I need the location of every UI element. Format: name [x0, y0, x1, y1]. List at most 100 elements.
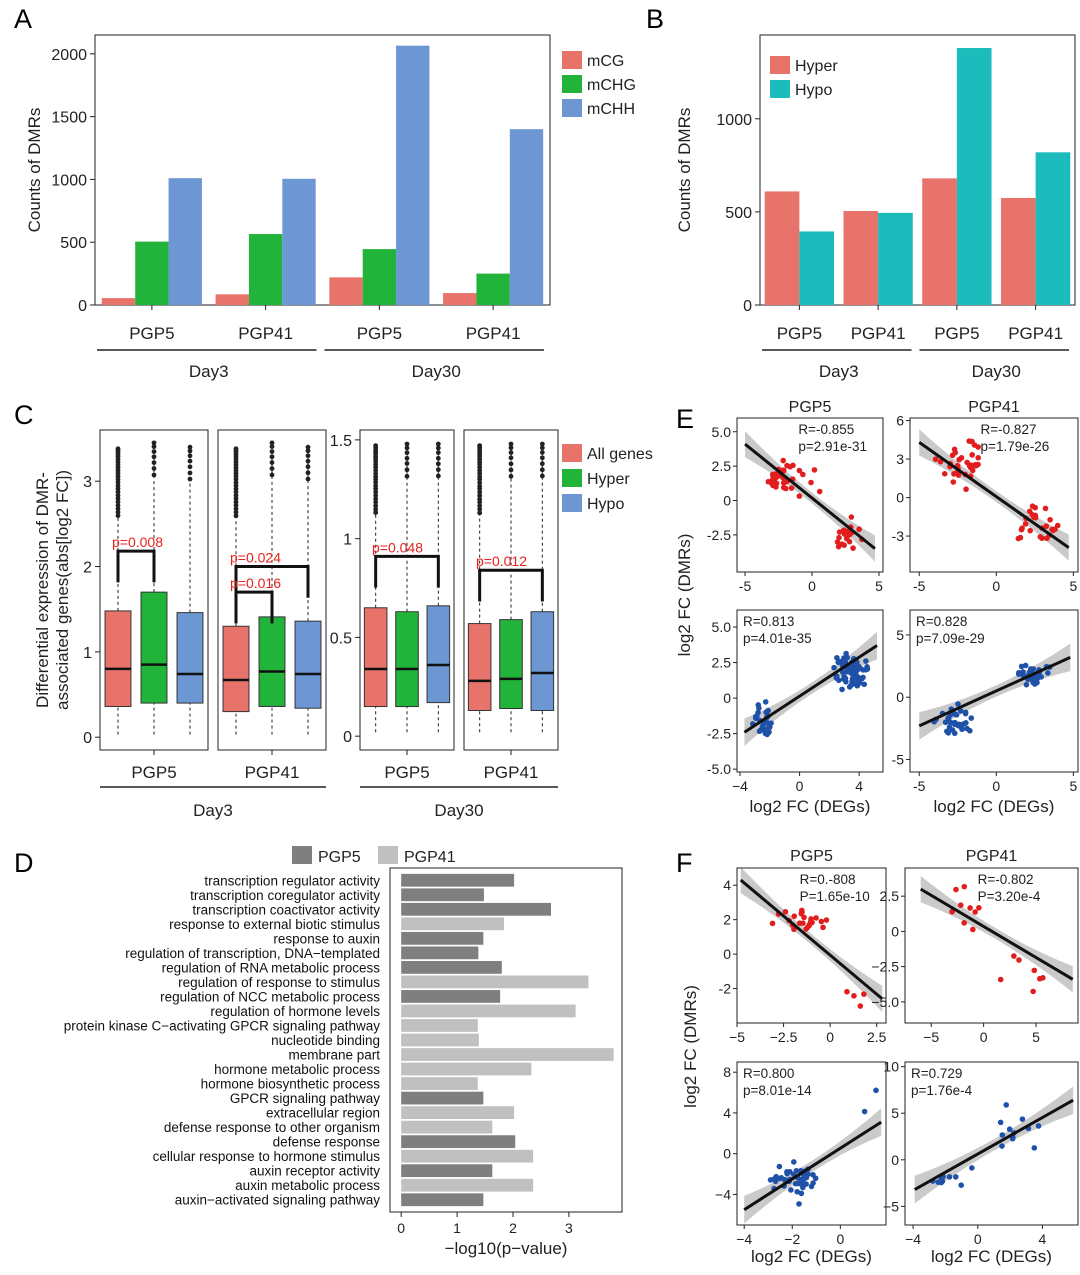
go-bar — [401, 961, 502, 974]
outlier-point — [151, 460, 157, 465]
facet-frame — [736, 417, 884, 573]
data-point — [1040, 975, 1046, 981]
column-title: PGP5 — [789, 399, 832, 416]
go-bar — [401, 975, 589, 989]
y-tick-label: 3 — [896, 451, 904, 467]
data-point — [844, 654, 851, 661]
data-point — [857, 680, 863, 686]
x-tick-label: 0 — [397, 1220, 405, 1236]
group-label: Day3 — [193, 801, 233, 820]
outlier-point — [508, 461, 514, 467]
box-All genes — [222, 625, 250, 713]
y-tick-label: 4 — [723, 1105, 731, 1121]
x-tick-label: PGP5 — [129, 324, 174, 343]
facet-frame — [736, 609, 884, 773]
y-tick-label: 4 — [723, 877, 731, 893]
outlier-point — [508, 467, 514, 473]
x-axis-title: log2 FC (DEGs) — [750, 797, 871, 816]
data-point — [808, 479, 814, 486]
data-point — [958, 1182, 964, 1189]
data-point — [768, 720, 774, 727]
go-bar — [401, 1135, 516, 1149]
y-tick-label: 5 — [896, 627, 904, 643]
data-point — [783, 485, 789, 492]
y-tick-label: -2.5 — [707, 527, 731, 543]
x-tick-label: 0 — [836, 1231, 844, 1247]
data-point — [784, 1170, 790, 1177]
go-bar — [401, 1193, 484, 1207]
outlier-point — [115, 502, 121, 508]
data-point — [1027, 527, 1033, 534]
x-tick-label: PGP41 — [851, 324, 906, 343]
correlation-p: p=4.01e-35 — [743, 631, 812, 646]
data-point — [967, 905, 973, 911]
data-point — [952, 719, 958, 726]
go-bar — [401, 902, 552, 916]
x-tick-label: PGP5 — [934, 324, 979, 343]
facet-frame — [736, 867, 887, 1024]
data-point — [947, 719, 954, 726]
data-point — [831, 664, 837, 671]
data-point — [952, 1174, 959, 1180]
y-tick-label: 0 — [723, 1146, 731, 1162]
data-point — [951, 730, 958, 737]
data-point — [873, 1087, 879, 1094]
y-tick-label: 0 — [896, 689, 904, 705]
go-term-label: protein kinase C−activating GPCR signali… — [64, 1018, 381, 1033]
data-point — [756, 705, 762, 711]
y-tick-label: 500 — [725, 205, 752, 222]
y-tick-label: -2 — [719, 981, 732, 997]
outlier-point — [373, 499, 379, 505]
go-bar — [401, 931, 484, 945]
y-tick-label: 0 — [723, 690, 731, 706]
data-point — [859, 675, 865, 682]
x-tick-label: PGP41 — [238, 324, 293, 343]
outlier-point — [151, 444, 157, 450]
data-point — [792, 1180, 799, 1187]
data-point — [849, 667, 855, 673]
data-point — [803, 926, 809, 932]
data-point — [836, 529, 843, 535]
go-term-label: auxin−activated signaling pathway — [175, 1193, 381, 1208]
outlier-point — [539, 461, 545, 467]
data-point — [841, 531, 848, 537]
data-point — [1030, 988, 1036, 995]
data-point — [780, 467, 787, 474]
x-tick-label: -5 — [739, 578, 752, 594]
go-term-label: transcription coregulator activity — [190, 888, 380, 903]
data-point — [834, 539, 841, 545]
data-point — [788, 1187, 794, 1193]
outlier-point — [373, 493, 379, 498]
x-tick-label: −5 — [923, 1029, 939, 1045]
outlier-point — [233, 496, 239, 501]
data-point — [791, 913, 798, 919]
x-tick-label: −2 — [784, 1231, 800, 1247]
correlation-r: R=0.729 — [911, 1066, 962, 1081]
data-point — [754, 713, 760, 719]
outlier-point — [404, 441, 410, 447]
data-point — [969, 467, 976, 474]
outlier-point — [187, 476, 193, 482]
data-point — [863, 658, 869, 664]
plot-frame — [389, 867, 623, 1213]
outlier-point — [539, 467, 545, 473]
data-point — [762, 699, 769, 705]
data-point — [937, 458, 944, 465]
correlation-p: P=1.65e-10 — [800, 889, 870, 904]
go-term-label: GPCR signaling pathway — [230, 1091, 380, 1106]
data-point — [796, 1201, 802, 1207]
data-point — [1031, 967, 1038, 974]
data-point — [997, 976, 1004, 983]
outlier-point — [305, 458, 311, 464]
go-term-label: hormone metabolic process — [214, 1062, 380, 1077]
outlier-point — [115, 506, 121, 512]
outlier-point — [404, 450, 410, 456]
outlier-point — [435, 461, 441, 467]
outlier-point — [151, 454, 157, 460]
data-point — [848, 514, 855, 520]
box-Hyper — [140, 591, 168, 704]
data-point — [844, 988, 850, 995]
group-label: Day30 — [412, 362, 461, 381]
y-tick-label: 2.5 — [880, 888, 900, 904]
